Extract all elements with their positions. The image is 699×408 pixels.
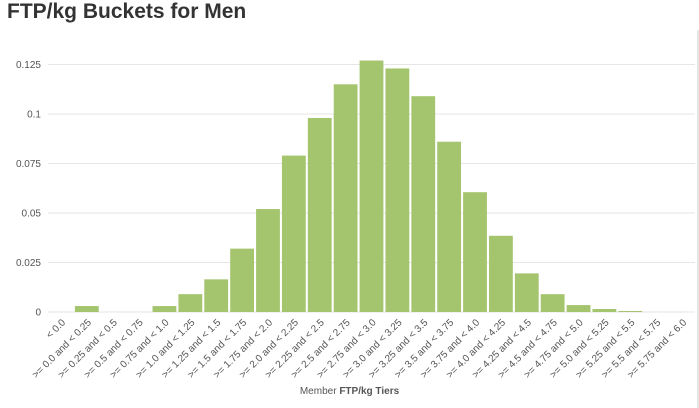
x-axis-label-prefix: Member [299, 386, 337, 397]
x-axis-tick-labels: < 0.0>= 0.0 and < 0.25>= 0.25 and < 0.5>… [31, 317, 690, 381]
bar [385, 68, 410, 313]
bar [281, 155, 306, 312]
bar [230, 248, 255, 312]
bar [463, 192, 487, 312]
bar [592, 309, 617, 312]
y-tick-label: 0.025 [16, 258, 41, 269]
bar [74, 306, 99, 312]
y-tick-label: 0.125 [16, 60, 41, 71]
bar [411, 96, 436, 313]
bar [488, 235, 513, 312]
y-tick-label: 0.05 [22, 209, 42, 220]
bar [514, 273, 539, 312]
x-axis-label-strong: FTP/kg Tiers [339, 386, 400, 397]
y-axis-tick-labels: 0 0.025 0.05 0.075 0.1 0.125 [16, 60, 41, 319]
bar [333, 84, 358, 312]
bar [540, 294, 565, 312]
bar [256, 209, 280, 312]
bar [204, 279, 229, 312]
bar [178, 294, 203, 312]
bar [566, 305, 591, 312]
bar [359, 60, 384, 312]
panel-right-edge [697, 30, 699, 408]
bar [618, 311, 643, 312]
chart-title: FTP/kg Buckets for Men [7, 0, 247, 23]
x-axis-label: Member FTP/kg Tiers [0, 386, 699, 397]
bar [152, 306, 177, 312]
bar [307, 117, 332, 313]
bar [437, 141, 462, 312]
y-tick-label: 0 [35, 308, 41, 319]
y-tick-label: 0.1 [27, 110, 41, 121]
y-tick-label: 0.075 [16, 159, 41, 170]
bars [74, 60, 643, 313]
